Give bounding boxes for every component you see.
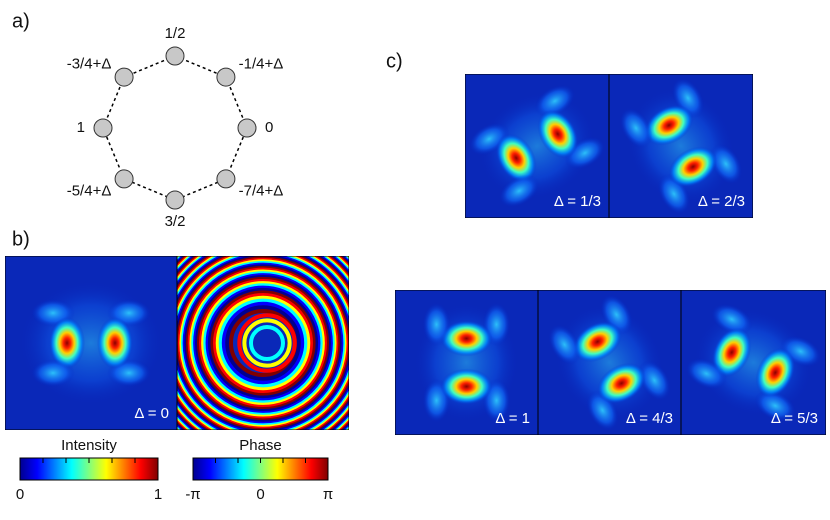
node-label: 0	[265, 119, 273, 136]
phase-ring	[249, 325, 285, 361]
pattern	[548, 294, 671, 431]
wing	[422, 302, 451, 347]
phase-ring	[225, 305, 301, 381]
image-label: Δ = 5/3	[771, 410, 818, 427]
lobe	[573, 321, 622, 363]
colorbar-tick-label: -π	[185, 486, 200, 503]
pattern	[619, 77, 743, 215]
pattern	[18, 280, 164, 406]
node	[216, 67, 236, 87]
wing	[534, 84, 576, 118]
panel-label: b)	[12, 228, 30, 250]
colorbar-tick-label: 1	[154, 486, 162, 503]
node-label: 3/2	[165, 213, 186, 230]
lobe	[537, 109, 579, 159]
colorbar-tick-label: π	[323, 486, 333, 503]
colorbar-title: Intensity	[61, 437, 117, 454]
phase-ring	[203, 283, 323, 403]
image-label: Δ = 0	[134, 405, 169, 422]
lobe	[97, 317, 133, 369]
node	[114, 67, 134, 87]
wing	[498, 174, 540, 208]
image-label: Δ = 1/3	[554, 193, 601, 210]
lobe	[668, 146, 718, 188]
phase-image	[177, 256, 349, 430]
intensity-image	[465, 74, 609, 218]
wing	[685, 357, 728, 390]
root: 1/2 -1/4+Δ 0 -7/4+Δ 3/2 -5/4+Δ 1 -3/4+Δ Δ = 0 Int…	[5, 25, 826, 503]
node-label: -3/4+Δ	[67, 55, 112, 72]
wing	[709, 143, 743, 185]
wing	[710, 303, 753, 335]
node-label: -7/4+Δ	[239, 183, 284, 200]
intensity-image	[395, 290, 538, 435]
panel-label: c)	[386, 50, 403, 72]
image-label: Δ = 1	[495, 410, 530, 427]
phase-ring	[215, 295, 311, 391]
intensity-image	[5, 256, 177, 430]
image-label: Δ = 2/3	[698, 193, 745, 210]
wing	[548, 324, 581, 365]
pattern	[414, 302, 519, 423]
lobe	[712, 327, 752, 378]
colorbar-tick-label: 0	[256, 486, 264, 503]
node	[165, 46, 185, 66]
lobe	[49, 317, 85, 369]
pattern	[685, 303, 822, 422]
image-label: Δ = 4/3	[626, 410, 673, 427]
colorbar-title: Phase	[239, 437, 282, 454]
lobe	[440, 368, 493, 405]
phase-ring	[205, 285, 321, 401]
node-label: 1	[77, 119, 85, 136]
halo	[18, 280, 164, 406]
colorbar-tick-label: 0	[16, 486, 24, 503]
intensity-image	[609, 74, 753, 218]
phase-ring	[237, 313, 297, 373]
wing	[31, 359, 75, 387]
node	[216, 169, 236, 189]
phase-ring	[197, 277, 329, 409]
phase-ring	[199, 279, 327, 407]
phase-ring	[201, 281, 325, 405]
phase-ring	[218, 298, 308, 388]
node	[93, 118, 113, 138]
lobe	[440, 320, 493, 357]
node-label: 1/2	[165, 25, 186, 42]
lobe	[597, 362, 646, 404]
phase-ring	[242, 318, 292, 368]
lobe	[495, 133, 537, 183]
intensity-image	[538, 290, 681, 435]
pattern	[468, 84, 606, 208]
node-label: -5/4+Δ	[67, 183, 112, 200]
node	[237, 118, 257, 138]
panel-label: a)	[12, 10, 30, 32]
intensity-image	[681, 290, 826, 435]
wing	[638, 360, 671, 401]
node-label: -1/4+Δ	[239, 55, 284, 72]
wing	[619, 107, 653, 149]
wing	[754, 390, 797, 422]
lobe	[755, 347, 795, 398]
phase-ring	[207, 287, 319, 399]
lobe	[644, 104, 694, 146]
phase-ring	[210, 290, 316, 396]
node	[165, 190, 185, 210]
phase-ring	[221, 301, 305, 385]
node	[114, 169, 134, 189]
phase-ring	[213, 293, 313, 393]
ring-edge	[102, 55, 248, 201]
